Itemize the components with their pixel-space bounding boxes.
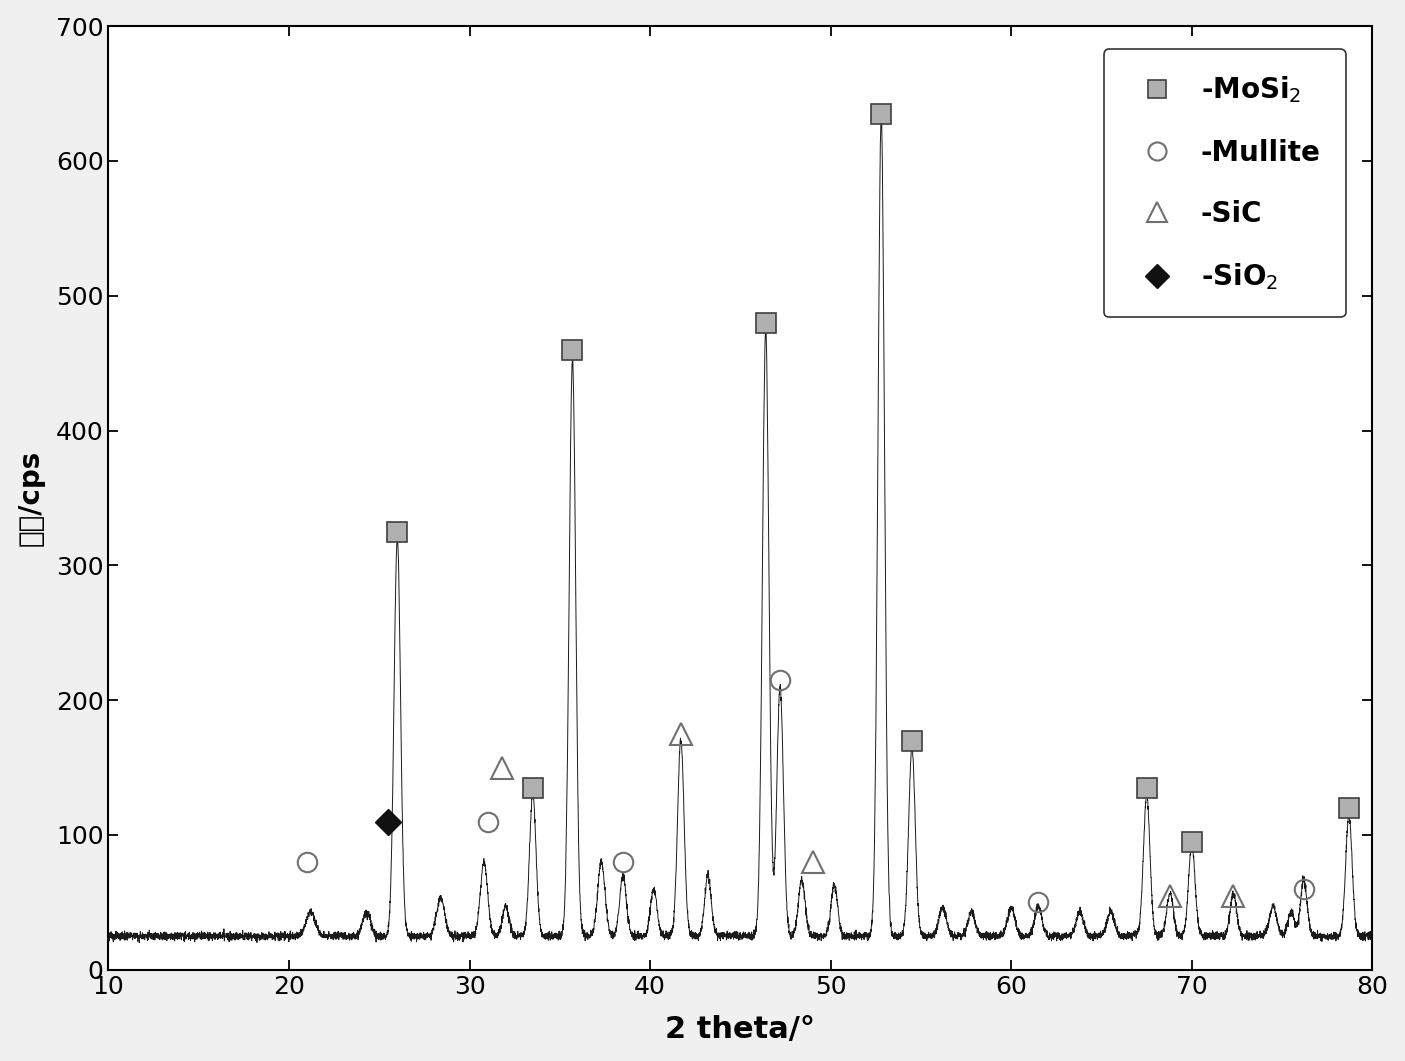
X-axis label: 2 theta/°: 2 theta/° bbox=[666, 1015, 815, 1044]
Y-axis label: 强度/cps: 强度/cps bbox=[17, 450, 45, 546]
Legend: -MoSi$_2$, -Mullite, -SiC, -SiO$_2$: -MoSi$_2$, -Mullite, -SiC, -SiO$_2$ bbox=[1104, 50, 1346, 317]
